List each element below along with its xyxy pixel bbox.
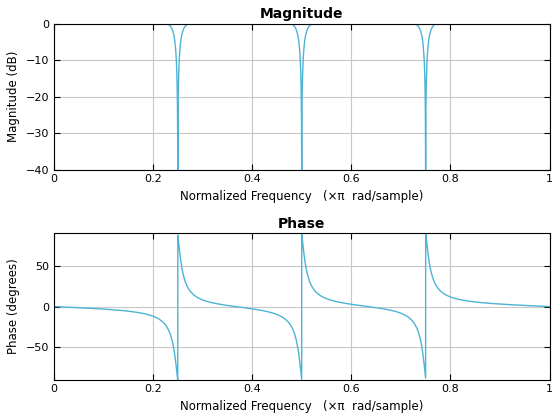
Y-axis label: Phase (degrees): Phase (degrees) [7,259,20,354]
Title: Magnitude: Magnitude [260,7,343,21]
Title: Phase: Phase [278,217,325,231]
Y-axis label: Magnitude (dB): Magnitude (dB) [7,51,20,142]
X-axis label: Normalized Frequency   (×π  rad/sample): Normalized Frequency (×π rad/sample) [180,400,423,413]
X-axis label: Normalized Frequency   (×π  rad/sample): Normalized Frequency (×π rad/sample) [180,190,423,203]
